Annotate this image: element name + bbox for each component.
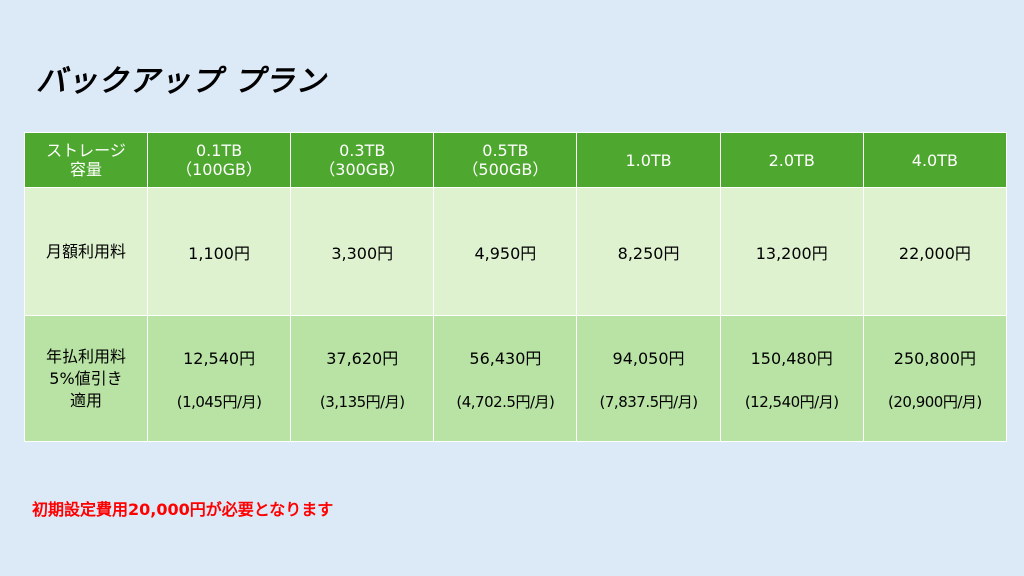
header-plan-1: 0.3TB （300GB） <box>290 132 435 188</box>
monthly-label: 月額利用料 <box>24 187 148 316</box>
plan-capacity-gb: （100GB） <box>176 160 263 179</box>
plan-capacity: 2.0TB <box>768 150 815 170</box>
plan-capacity: 1.0TB <box>625 150 672 170</box>
plan-capacity: 0.5TB <box>482 141 529 160</box>
annual-price: 94,050円 <box>612 349 685 368</box>
plan-capacity-gb: （300GB） <box>319 160 406 179</box>
monthly-price-5: 22,000円 <box>862 187 1008 316</box>
plan-capacity: 0.3TB <box>339 141 386 160</box>
annual-cell-2: 56,430円 (4,702.5円/月) <box>433 315 578 442</box>
header-plan-2: 0.5TB （500GB） <box>433 132 578 188</box>
header-plan-3: 1.0TB <box>576 132 721 188</box>
plan-capacity: 0.1TB <box>195 141 243 160</box>
monthly-price-0: 1,100円 <box>146 187 292 316</box>
annual-label-line2: 5%値引き <box>49 368 123 388</box>
monthly-price-4: 13,200円 <box>719 187 864 316</box>
annual-cell-3: 94,050円 (7,837.5円/月) <box>576 315 721 442</box>
annual-price: 250,800円 <box>893 349 976 368</box>
monthly-price-1: 3,300円 <box>290 187 435 316</box>
annual-row: 年払利用料 5%値引き 適用 12,540円 (1,045円/月) 37,620円… <box>24 315 1008 442</box>
annual-per-month: (1,045円/月) <box>176 393 262 411</box>
annual-label-line1: 年払利用料 <box>45 346 126 366</box>
annual-price: 56,430円 <box>469 349 542 368</box>
annual-per-month: (3,135円/月) <box>319 393 405 411</box>
annual-per-month: (20,900円/月) <box>888 393 982 411</box>
annual-per-month: (4,702.5円/月) <box>456 393 555 411</box>
annual-cell-5: 250,800円 (20,900円/月) <box>862 315 1008 442</box>
annual-price: 150,480円 <box>750 349 833 368</box>
header-label-line1: ストレージ <box>46 141 126 160</box>
header-label-cell: ストレージ 容量 <box>24 132 148 188</box>
annual-price: 37,620円 <box>326 349 399 368</box>
plan-capacity: 4.0TB <box>911 150 958 170</box>
annual-per-month: (7,837.5円/月) <box>599 393 699 411</box>
monthly-row: 月額利用料 1,100円 3,300円 4,950円 8,250円 13,200… <box>24 187 1008 316</box>
annual-cell-1: 37,620円 (3,135円/月) <box>290 315 435 442</box>
annual-per-month: (12,540円/月) <box>744 393 839 411</box>
annual-label-line3: 適用 <box>69 390 102 410</box>
annual-cell-4: 150,480円 (12,540円/月) <box>719 315 864 442</box>
header-plan-0: 0.1TB （100GB） <box>146 132 292 188</box>
annual-label-cell: 年払利用料 5%値引き 適用 <box>24 315 148 442</box>
monthly-price-2: 4,950円 <box>433 187 578 316</box>
header-label-line2: 容量 <box>69 160 102 179</box>
annual-price: 12,540円 <box>183 349 256 368</box>
monthly-price-3: 8,250円 <box>576 187 721 316</box>
page-title: バックアップ プラン <box>36 64 327 99</box>
pricing-table: ストレージ 容量 0.1TB （100GB） 0.3TB （300GB） 0.5TB… <box>24 132 1008 442</box>
header-plan-5: 4.0TB <box>862 132 1008 188</box>
header-plan-4: 2.0TB <box>719 132 864 188</box>
plan-capacity-gb: （500GB） <box>462 160 549 179</box>
header-row: ストレージ 容量 0.1TB （100GB） 0.3TB （300GB） 0.5TB… <box>24 132 1008 188</box>
setup-fee-note: 初期設定費用20,000円が必要となります <box>32 500 334 519</box>
annual-cell-0: 12,540円 (1,045円/月) <box>146 315 292 442</box>
